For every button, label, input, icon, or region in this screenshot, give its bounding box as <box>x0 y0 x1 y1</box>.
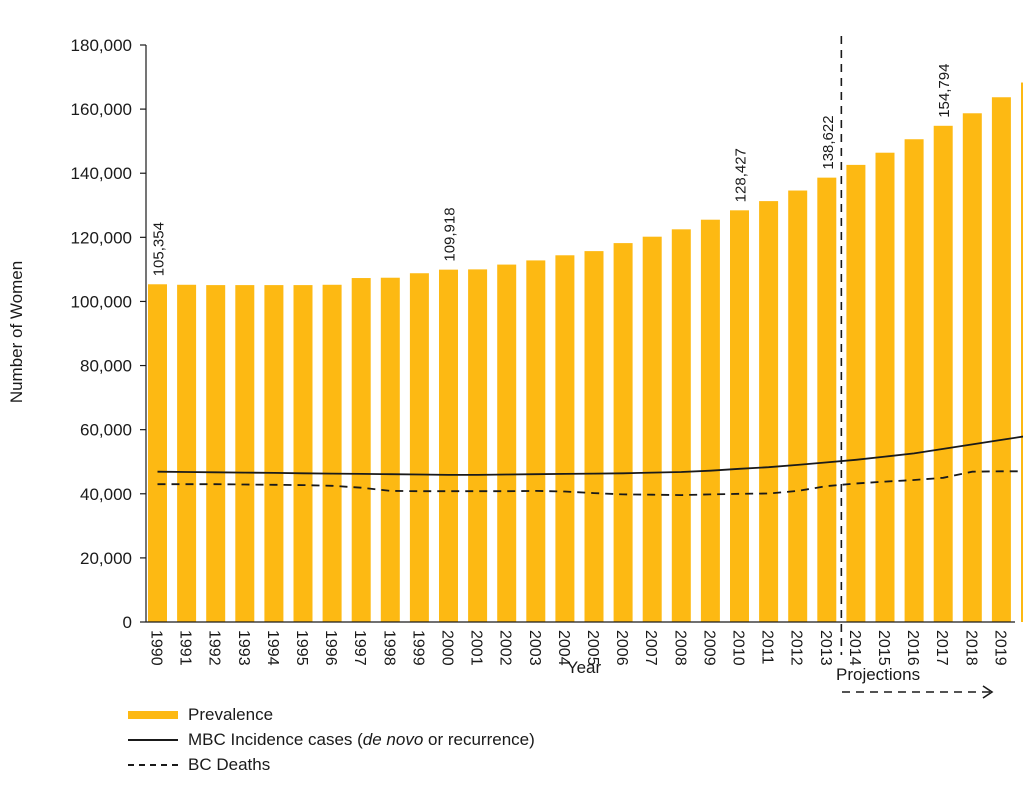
x-tick-label: 2015 <box>875 630 892 666</box>
x-tick-label: 1998 <box>380 630 397 666</box>
y-tick-label: 0 <box>123 613 132 632</box>
bar-1990 <box>148 284 167 622</box>
x-tick-label: 1990 <box>148 630 165 666</box>
y-tick-label: 100,000 <box>71 292 132 311</box>
line-bc-deaths <box>157 470 1023 497</box>
y-tick-label: 60,000 <box>80 421 132 440</box>
y-tick-label: 80,000 <box>80 357 132 376</box>
legend-item: MBC Incidence cases (de novo or recurren… <box>128 727 535 752</box>
legend-swatch <box>128 763 178 766</box>
data-label: 105,354 <box>151 222 168 276</box>
bar-1991 <box>177 284 197 622</box>
data-label: 128,427 <box>733 148 750 202</box>
x-tick-label: 2012 <box>788 630 805 666</box>
y-tick-label: 120,000 <box>71 228 132 247</box>
x-tick-label: 1993 <box>235 630 252 666</box>
legend: Prevalence MBC Incidence cases (de novo o… <box>128 702 535 777</box>
x-tick-label: 2020 <box>1021 630 1023 666</box>
bar-2006 <box>613 243 633 622</box>
bar-2016 <box>904 139 924 622</box>
bar-2004 <box>555 255 575 623</box>
x-tick-label: 1997 <box>351 630 368 666</box>
bar-1992 <box>206 285 226 622</box>
line-series <box>157 435 1023 497</box>
bar-2017 <box>933 125 953 623</box>
bar-2000 <box>439 269 458 622</box>
legend-item: BC Deaths <box>128 752 535 777</box>
x-tick-label: 2019 <box>991 630 1008 666</box>
legend-label: Prevalence <box>188 704 274 724</box>
projections-arrow <box>842 685 994 699</box>
y-tick-label: 180,000 <box>71 36 132 55</box>
bar-1999 <box>409 273 429 622</box>
bar-1996 <box>322 284 342 622</box>
x-tick-label: 2013 <box>817 630 834 666</box>
x-tick-label: 2000 <box>439 630 456 666</box>
bar-2001 <box>468 269 488 622</box>
legend-swatch <box>128 710 178 719</box>
x-tick-label: 1991 <box>177 630 194 666</box>
x-tick-label: 2004 <box>555 630 572 666</box>
legend-item: Prevalence <box>128 702 535 727</box>
bar-2007 <box>642 236 662 623</box>
x-tick-label: 2001 <box>468 630 485 666</box>
bar-1994 <box>264 285 284 622</box>
bar-2020 <box>1021 82 1023 623</box>
axes: 0 20,000 40,000 60,000 80,000 100,000 120,000 1… <box>71 36 1023 666</box>
data-label: 138,622 <box>820 115 837 169</box>
bar-2005 <box>584 251 604 622</box>
x-tick-label: 2002 <box>497 630 514 666</box>
bar-1997 <box>351 278 371 622</box>
x-tick-label: 1999 <box>409 630 426 666</box>
legend-label: BC Deaths <box>188 754 271 774</box>
x-tick-label: 2006 <box>613 630 630 666</box>
data-labels: 105,354109,918128,427138,622154,794168,2… <box>151 64 954 277</box>
x-tick-label: 1996 <box>322 630 339 666</box>
bar-2019 <box>991 97 1011 623</box>
legend-swatch <box>128 738 178 741</box>
x-tick-label: 2018 <box>962 630 979 666</box>
x-axis-label: Year <box>567 658 602 677</box>
x-tick-label: 1994 <box>264 630 281 666</box>
y-tick-label: 160,000 <box>71 100 132 119</box>
bar-1993 <box>235 285 255 622</box>
x-tick-label: 2017 <box>933 630 950 666</box>
line-mbc-incidence <box>157 435 1023 476</box>
projections-label: Projections <box>836 665 920 684</box>
x-tick-label: 2016 <box>904 630 921 666</box>
bar-2003 <box>526 260 546 622</box>
bar-2014 <box>846 164 866 623</box>
x-tick-label: 2009 <box>700 630 717 666</box>
x-tick-label: 2007 <box>642 630 659 666</box>
x-tick-label: 2008 <box>671 630 688 666</box>
bar-2012 <box>788 190 808 622</box>
data-label: 154,794 <box>936 64 953 118</box>
x-tick-label: 1992 <box>206 630 223 666</box>
y-tick-label: 40,000 <box>80 485 132 504</box>
chart: 0 20,000 40,000 60,000 80,000 100,000 120,000 1… <box>7 36 1023 699</box>
x-tick-label: 2014 <box>846 630 863 666</box>
bar-2015 <box>875 152 895 622</box>
x-tick-label: 2011 <box>759 630 776 665</box>
bar-2008 <box>671 229 691 622</box>
y-tick-label: 20,000 <box>80 549 132 568</box>
y-axis-label: Number of Women <box>7 261 26 403</box>
x-tick-label: 2003 <box>526 630 543 666</box>
bar-2009 <box>700 219 720 623</box>
y-tick-label: 140,000 <box>71 164 132 183</box>
bar-series-prevalence <box>148 82 1023 623</box>
bar-1995 <box>293 285 313 622</box>
bar-2013 <box>817 177 837 623</box>
legend-label: MBC Incidence cases (de novo or recurren… <box>188 729 535 749</box>
bar-1998 <box>380 277 400 622</box>
bar-2010 <box>730 210 749 622</box>
x-tick-label: 2010 <box>730 630 747 666</box>
bar-2002 <box>497 264 517 622</box>
x-tick-label: 2005 <box>584 630 601 666</box>
x-tick-label: 1995 <box>293 630 310 666</box>
bar-2018 <box>962 113 982 623</box>
data-label: 109,918 <box>442 207 459 261</box>
bar-2011 <box>759 201 779 623</box>
